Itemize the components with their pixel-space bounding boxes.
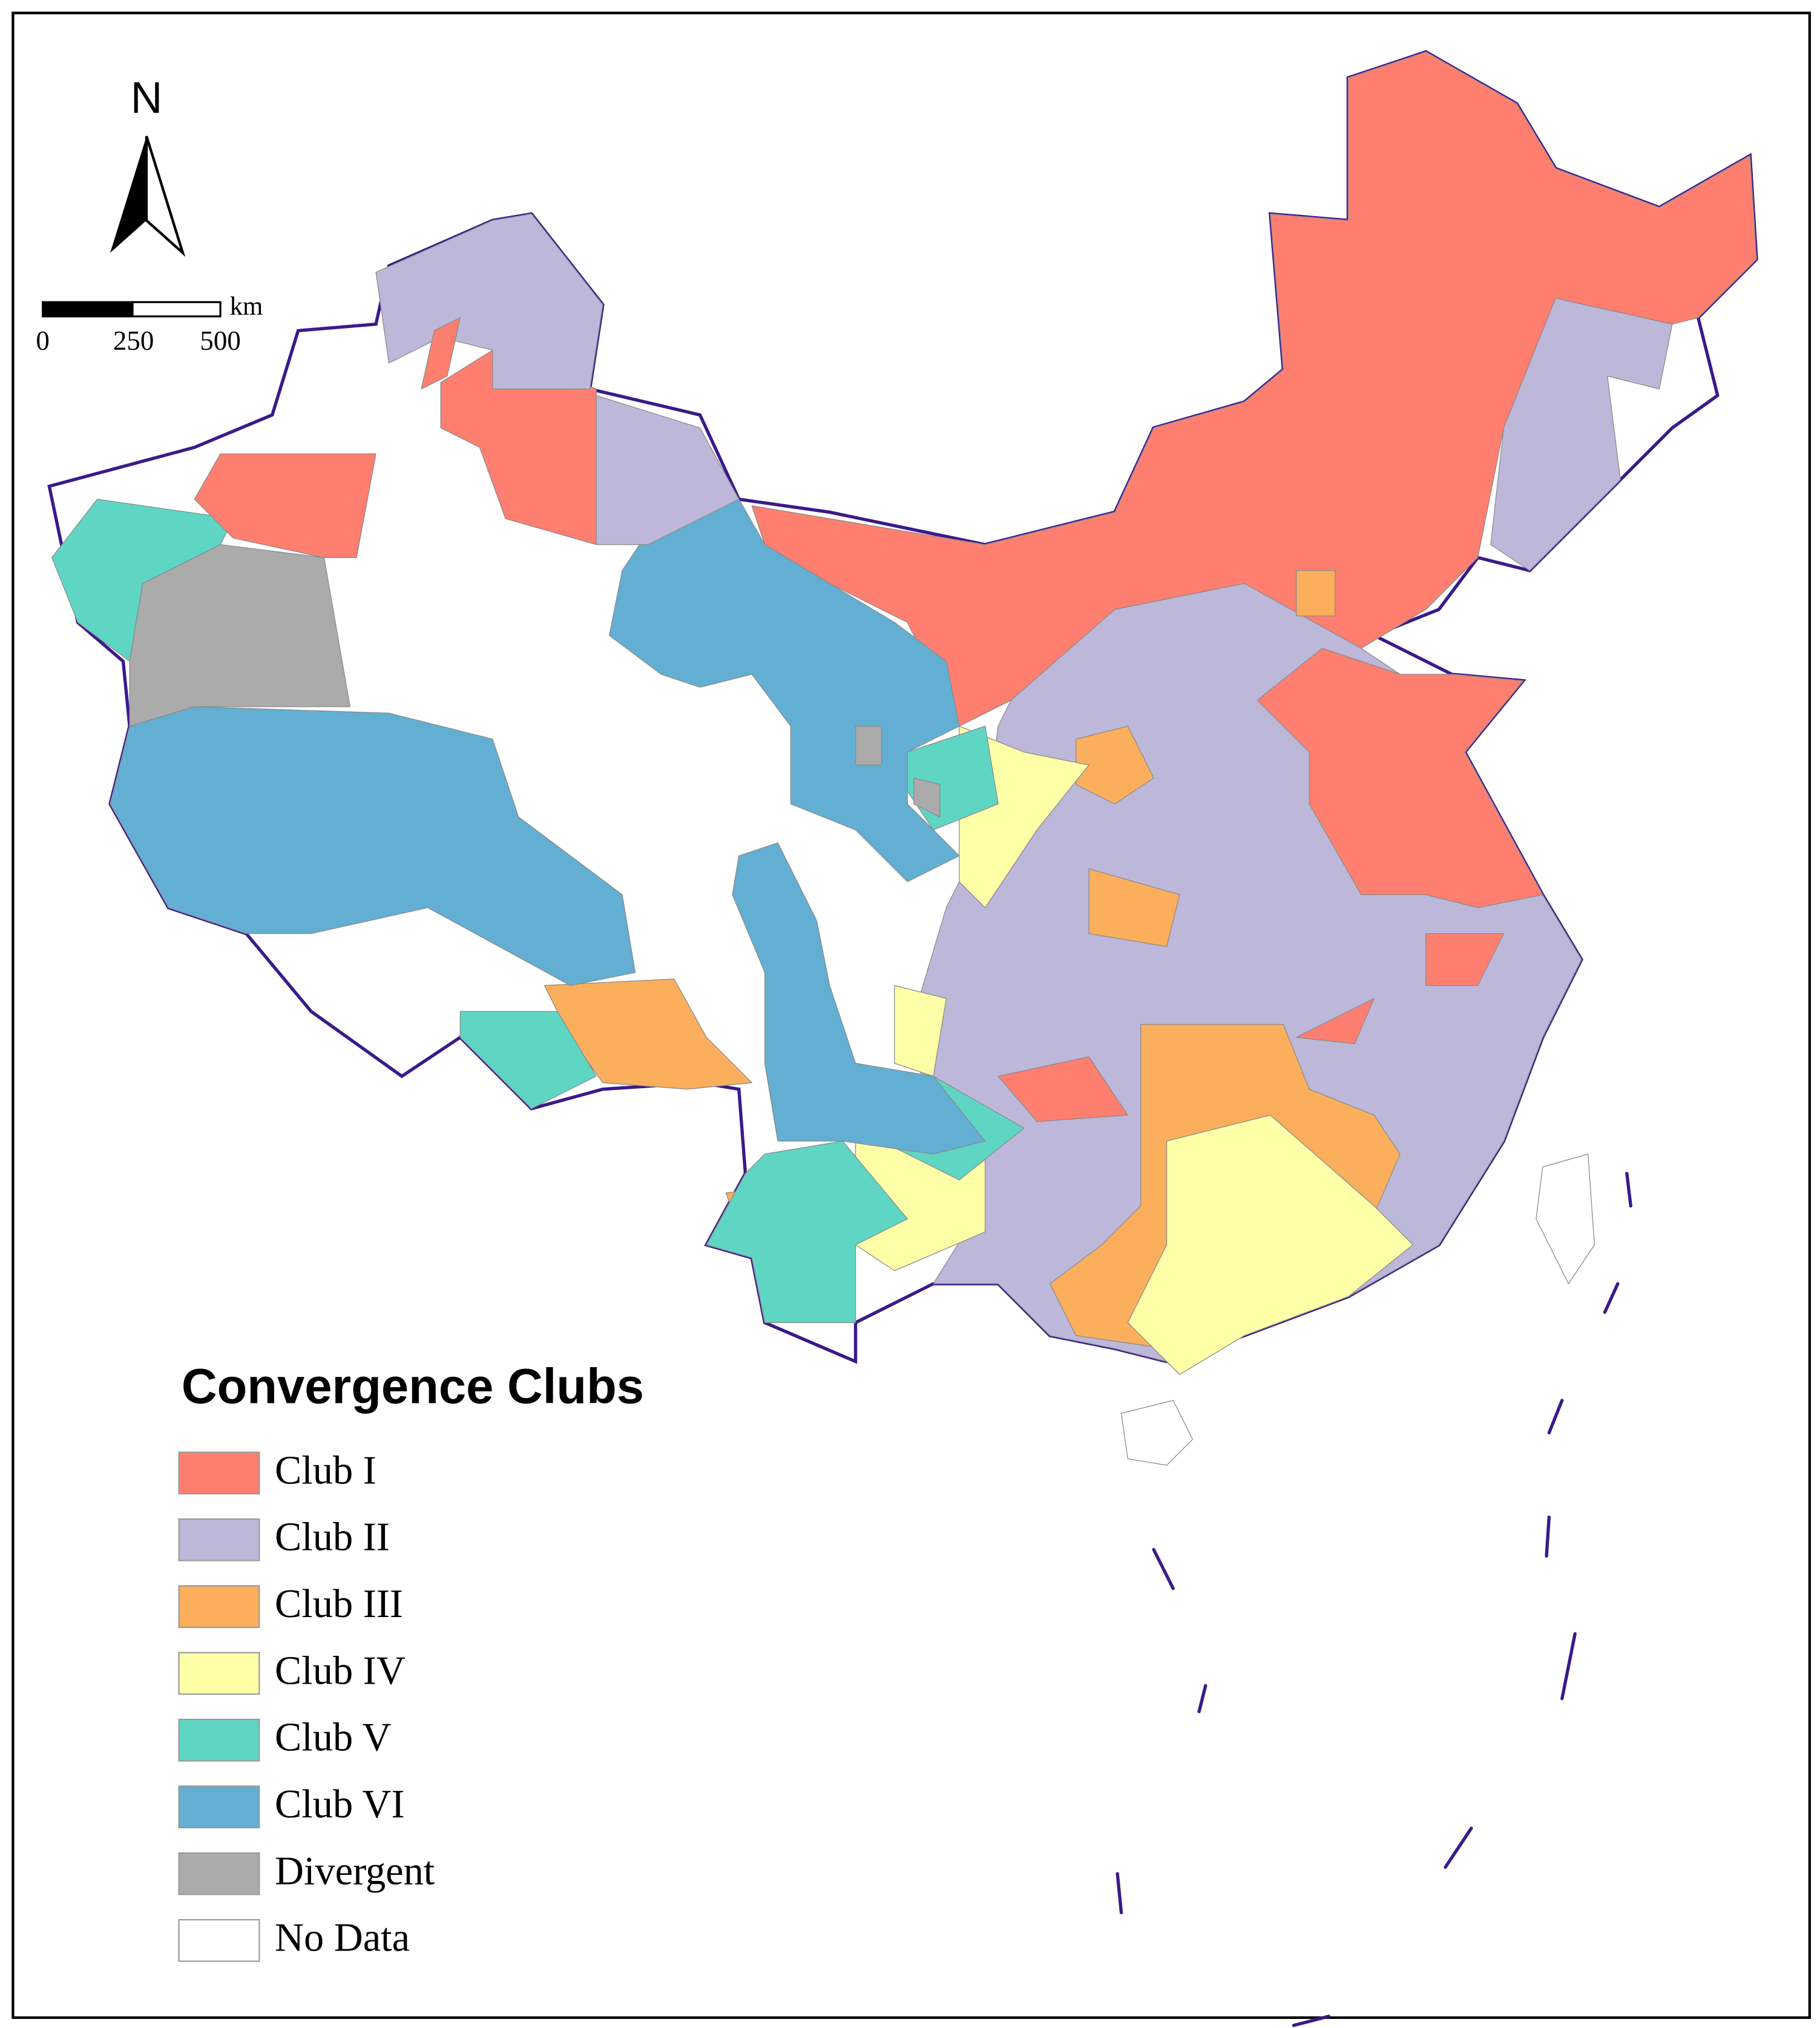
scale-label: 500: [200, 326, 240, 356]
region: [913, 777, 941, 818]
legend-swatch: [178, 1518, 260, 1561]
region: [1490, 298, 1673, 571]
region: [1120, 1400, 1194, 1466]
legend-swatch: [178, 1585, 260, 1629]
region: [1257, 648, 1543, 908]
legend-title: Convergence Clubs: [182, 1359, 644, 1414]
region: [751, 51, 1757, 727]
legend-label: Divergent: [275, 1849, 435, 1893]
legend-swatch: [178, 1451, 260, 1495]
scale-label: 0: [36, 326, 49, 356]
region: [129, 544, 350, 727]
scale-label: 250: [113, 326, 154, 356]
legend-label: Club IV: [275, 1649, 406, 1693]
region: [421, 317, 461, 390]
legend-label: No Data: [275, 1916, 410, 1960]
region: [1536, 1153, 1595, 1284]
north-arrow: [145, 136, 186, 257]
legend-swatch: [178, 1919, 260, 1962]
legend-label: Club I: [275, 1448, 376, 1492]
scale-labels: 0 250 500: [36, 326, 240, 356]
legend-label: Club V: [275, 1716, 391, 1760]
region: [1088, 868, 1180, 947]
legend-swatch: [178, 1785, 260, 1829]
region: [706, 1140, 908, 1324]
legend-swatch: [178, 1652, 260, 1695]
north-label: N: [131, 73, 163, 122]
region: [1296, 570, 1336, 617]
region: [110, 706, 636, 986]
region: [732, 842, 986, 1155]
legend-label: Club III: [275, 1582, 403, 1626]
legend-swatch: [178, 1718, 260, 1762]
region: [1127, 1114, 1414, 1375]
region: [997, 1056, 1128, 1122]
region: [855, 726, 882, 766]
region: [375, 213, 603, 390]
region: [1425, 933, 1505, 986]
legend-swatch: [178, 1852, 260, 1895]
region: [596, 395, 740, 545]
scale-bar: [42, 302, 134, 317]
region: [459, 1011, 597, 1109]
legend-label: Club VI: [275, 1782, 405, 1826]
region: [608, 499, 960, 882]
region: [1296, 998, 1375, 1045]
regions: [51, 51, 1757, 1466]
sea-boundary: [1115, 1172, 1632, 2027]
scale-unit: km: [230, 292, 263, 321]
region: [194, 453, 376, 558]
legend: Club I Club II Club III Club IV Club V Club V…: [178, 1448, 435, 1962]
legend-label: Club II: [275, 1515, 390, 1560]
